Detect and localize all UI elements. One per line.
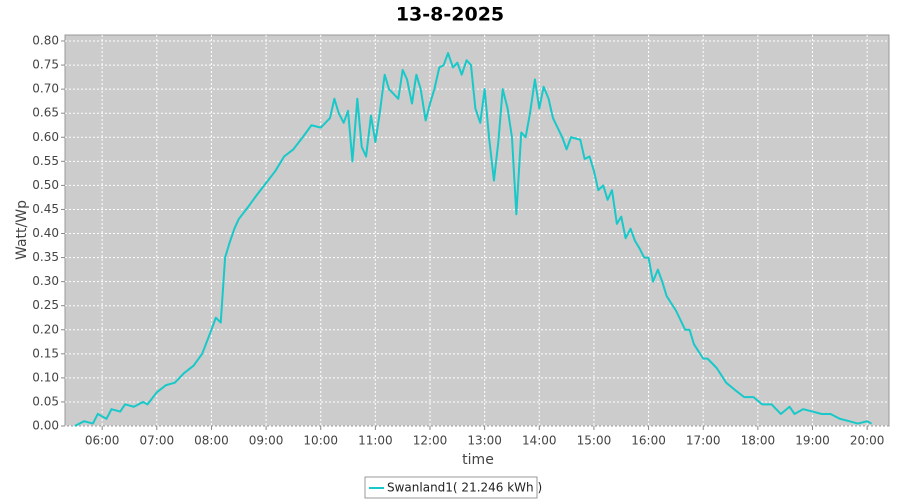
x-tick-label: 07:00 (140, 434, 175, 448)
x-tick-label: 09:00 (249, 434, 284, 448)
y-axis-label: Watt/Wp (14, 200, 30, 260)
x-tick-label: 16:00 (631, 434, 666, 448)
x-tick-label: 10:00 (303, 434, 338, 448)
y-tick-label: 0.30 (32, 274, 59, 288)
x-tick-label: 13:00 (467, 434, 502, 448)
x-tick-label: 11:00 (358, 434, 393, 448)
y-tick-label: 0.20 (32, 322, 59, 336)
y-tick-label: 0.45 (32, 202, 59, 216)
y-tick-label: 0.70 (32, 82, 59, 96)
y-tick-label: 0.80 (32, 34, 59, 48)
data-line (74, 52, 872, 427)
y-tick-label: 0.10 (32, 370, 59, 384)
y-tick-label: 0.55 (32, 154, 59, 168)
x-tick-label: 06:00 (85, 434, 120, 448)
legend-label: Swanland1( 21.246 kWh ) (387, 481, 542, 495)
plot-area (64, 34, 890, 427)
x-tick-label: 15:00 (577, 434, 612, 448)
y-tick-label: 0.65 (32, 106, 59, 120)
legend (364, 476, 538, 499)
y-tick-label: 0.75 (32, 58, 59, 72)
x-axis-label: time (462, 452, 494, 468)
x-tick-label: 17:00 (686, 434, 721, 448)
x-tick-label: 18:00 (741, 434, 776, 448)
y-tick-label: 0.35 (32, 250, 59, 264)
y-tick-label: 0.40 (32, 226, 59, 240)
y-tick-label: 0.50 (32, 178, 59, 192)
y-tick-label: 0.25 (32, 298, 59, 312)
y-tick-label: 0.15 (32, 346, 59, 360)
x-tick-label: 20:00 (850, 434, 885, 448)
x-tick-label: 12:00 (413, 434, 448, 448)
y-tick-label: 0.60 (32, 130, 59, 144)
y-tick-label: 0.05 (32, 394, 59, 408)
x-tick-label: 19:00 (795, 434, 830, 448)
chart-title: 13-8-2025 (396, 4, 504, 26)
y-tick-label: 0.00 (32, 419, 59, 433)
x-tick-label: 14:00 (522, 434, 557, 448)
x-tick-label: 08:00 (194, 434, 229, 448)
